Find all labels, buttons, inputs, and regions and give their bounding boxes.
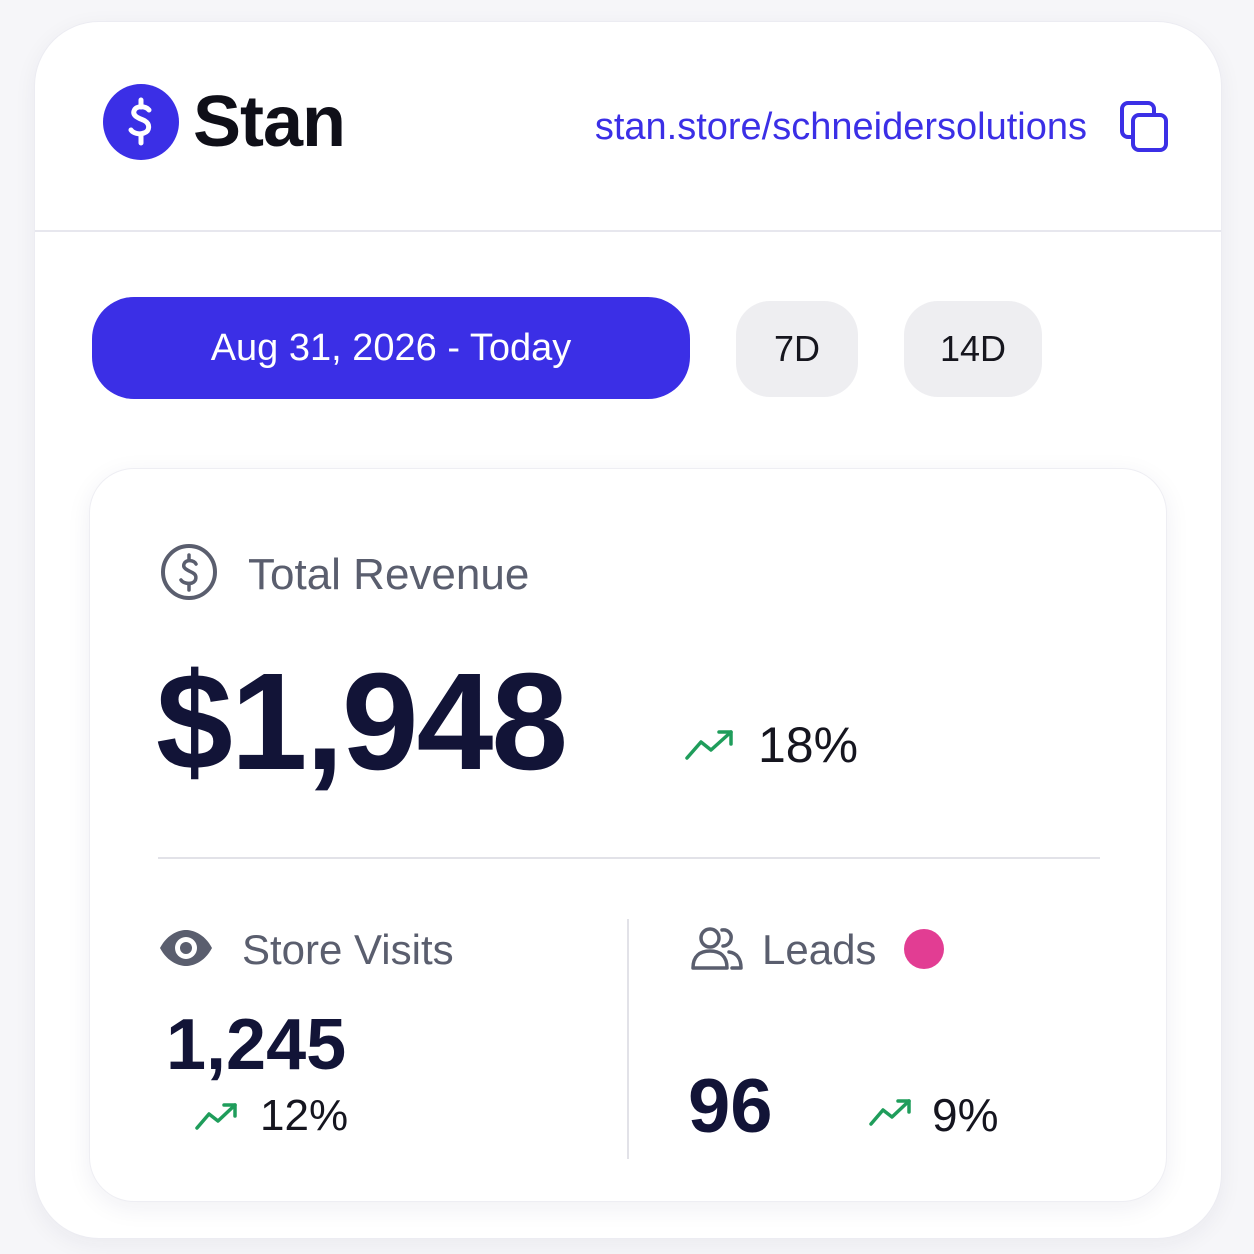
dollar-circle-icon	[160, 543, 218, 606]
stats-card: Total Revenue $1,948 18% Store Visits 1,…	[90, 469, 1166, 1201]
store-visits-label: Store Visits	[242, 926, 454, 973]
range-14d-button[interactable]: 14D	[904, 301, 1042, 397]
leads-label: Leads	[762, 926, 877, 973]
trend-up-icon	[868, 1097, 914, 1132]
range-7d-button[interactable]: 7D	[736, 301, 858, 397]
header: Stan stan.store/schneidersolutions	[35, 22, 1221, 232]
trend-up-icon	[684, 727, 736, 766]
leads-change: 9%	[932, 1089, 999, 1141]
divider	[158, 857, 1100, 859]
total-revenue-label: Total Revenue	[248, 550, 530, 599]
trend-up-icon	[194, 1101, 240, 1136]
total-revenue-value: $1,948	[156, 645, 568, 799]
leads-value: 96	[688, 1064, 773, 1149]
total-revenue-change: 18%	[758, 717, 859, 773]
eye-icon	[158, 927, 214, 974]
dashboard-card: Stan stan.store/schneidersolutions Aug 3…	[35, 22, 1221, 1238]
brand-name: Stan	[193, 82, 346, 162]
brand-logo-dollar-icon	[103, 84, 179, 160]
store-visits-change: 12%	[260, 1091, 349, 1140]
leads-status-dot	[904, 929, 944, 969]
store-visits-value: 1,245	[166, 1005, 347, 1085]
divider	[627, 919, 629, 1159]
store-url-link[interactable]: stan.store/schneidersolutions	[594, 106, 1087, 148]
date-range-button[interactable]: Aug 31, 2026 - Today	[92, 297, 690, 399]
users-icon	[690, 925, 744, 976]
copy-icon[interactable]	[1119, 100, 1171, 154]
